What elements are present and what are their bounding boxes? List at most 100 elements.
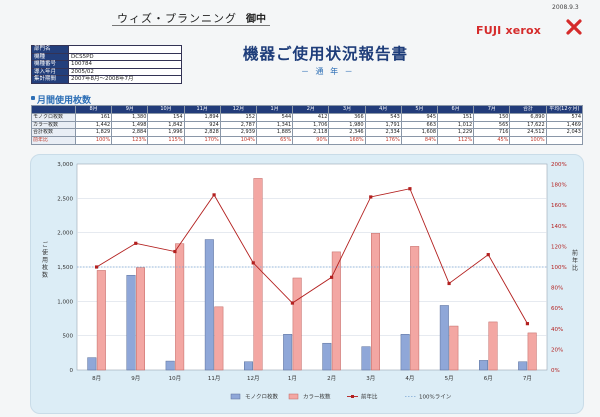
row-label: カラー枚数 xyxy=(31,120,76,130)
info-label: 集計期間 xyxy=(31,75,69,84)
report-subtitle: － 通 年 － xyxy=(301,67,355,76)
table-cell: 1,229 xyxy=(437,128,475,138)
table-cell: 1,380 xyxy=(111,112,149,122)
table-cell: 2,939 xyxy=(219,128,258,138)
table-cell: 544 xyxy=(256,112,294,122)
table-cell: 574 xyxy=(545,112,584,122)
table-header-cell: 9月 xyxy=(111,105,149,114)
bar-mono xyxy=(400,334,410,371)
bar-mono xyxy=(244,361,253,371)
brand-logo-text: FUJI xerox xyxy=(476,24,542,37)
table-cell: 24,512 xyxy=(509,128,547,138)
usage-chart: 0 500 1,000 1,500 2,000 2,500 3,000 0% 20% 40% 60%… xyxy=(42,162,578,401)
table-cell: 154 xyxy=(147,112,185,122)
customer-underline xyxy=(112,25,270,26)
bar-mono xyxy=(322,342,332,371)
report-title: 機器ご使用状況報告書 xyxy=(243,45,409,63)
y2-tick-label: 160% xyxy=(551,203,567,209)
table-cell: 90% xyxy=(292,136,330,145)
customer-honorific: 御中 xyxy=(246,14,266,25)
table-header-row: 8月 9月 10月 11月 12月 1月 2月 3月 4月 5月 6月 7月 合計 平均(12ヶ月) xyxy=(31,105,584,114)
machine-info-table: 部門名 機種 DCS5PD 機種番号 100784 導入年月 2005/02 集計期間… xyxy=(31,45,182,84)
yoy-point xyxy=(447,281,451,286)
table-cell: 2,043 xyxy=(545,128,584,138)
bar-color xyxy=(410,246,420,371)
table-cell: 1,469 xyxy=(545,120,584,130)
y-tick-label: 0 xyxy=(70,368,74,374)
table-cell: 1,996 xyxy=(147,128,185,138)
table-header-cell: 1月 xyxy=(256,105,294,114)
legend-label: 100%ライン xyxy=(419,394,452,401)
info-value: 2005/02 xyxy=(68,67,182,76)
table-cell: 716 xyxy=(473,128,511,138)
row-label: モノクロ枚数 xyxy=(31,112,76,122)
table-cell: 84% xyxy=(400,136,439,145)
table-cell xyxy=(545,136,584,145)
table-cell: 104% xyxy=(219,136,258,145)
table-cell: 1,842 xyxy=(147,120,185,130)
y-tick-label: 2,500 xyxy=(57,196,73,202)
y2-tick-label: 20% xyxy=(551,347,563,353)
table-cell: 152 xyxy=(219,112,258,122)
table-header-cell xyxy=(31,105,76,114)
legend-marker xyxy=(351,395,354,398)
table-cell: 65% xyxy=(256,136,294,145)
bar-color xyxy=(96,270,106,371)
yoy-point xyxy=(134,241,138,245)
bar-mono xyxy=(283,334,293,371)
x-tick-label: 11月 xyxy=(208,375,221,382)
table-cell: 1,706 xyxy=(292,120,330,130)
y-tick-label: 3,000 xyxy=(57,162,73,168)
y2-tick-label: 60% xyxy=(551,306,563,312)
legend-swatch xyxy=(288,393,299,400)
table-cell: 112% xyxy=(437,136,475,145)
table-cell: 2,787 xyxy=(219,120,258,130)
table-cell: 115% xyxy=(147,136,185,145)
table-cell: 565 xyxy=(473,120,511,130)
info-row: 導入年月 2005/02 xyxy=(31,67,182,76)
bar-mono xyxy=(126,274,136,371)
x-tick-label: 6月 xyxy=(484,375,493,382)
table-cell: 168% xyxy=(328,136,366,145)
x-tick-label: 2月 xyxy=(327,375,336,382)
y2-tick-label: 140% xyxy=(551,224,567,230)
table-cell: 945 xyxy=(400,112,439,122)
yoy-point xyxy=(173,249,177,254)
x-tick-label: 4月 xyxy=(405,375,414,382)
legend-label: カラー枚数 xyxy=(303,393,331,401)
y2-tick-label: 120% xyxy=(551,244,567,250)
yoy-point xyxy=(525,322,530,326)
table-header-cell: 7月 xyxy=(473,105,511,114)
y-axis-title: 枚 xyxy=(42,264,48,272)
info-value: 2007年8月～2008年7月 xyxy=(68,75,182,84)
yoy-point xyxy=(290,301,295,305)
info-label: 導入年月 xyxy=(31,67,69,76)
table-cell: 151 xyxy=(437,112,475,122)
table-header-cell: 10月 xyxy=(147,105,185,114)
bar-color xyxy=(488,321,498,371)
info-value: 100784 xyxy=(68,60,182,69)
bar-color xyxy=(136,267,145,371)
x-tick-label: 10月 xyxy=(169,375,182,382)
bar-mono xyxy=(87,357,97,371)
y2-axis-title: 年 xyxy=(572,257,578,265)
yoy-point xyxy=(408,187,412,191)
y2-axis-title: 前 xyxy=(572,249,578,257)
table-cell: 100% xyxy=(74,136,113,145)
info-row: 部門名 xyxy=(31,45,182,54)
y2-tick-label: 100% xyxy=(551,265,567,271)
table-cell: 543 xyxy=(364,112,402,122)
table-cell: 1,894 xyxy=(183,112,221,122)
info-value: DCS5PD xyxy=(68,52,182,61)
yoy-point xyxy=(329,275,334,279)
row-label: 前年比 xyxy=(31,136,76,145)
info-value xyxy=(68,45,182,54)
table-cell: 924 xyxy=(183,120,221,130)
info-row: 集計期間 2007年8月～2008年7月 xyxy=(31,75,182,84)
bar-mono xyxy=(439,305,449,371)
y-tick-label: 500 xyxy=(63,334,74,340)
y-axis-title: 用 xyxy=(42,257,48,264)
table-row: 合計枚数 1,829 2,884 1,996 2,828 2,939 1,885 2,118 2… xyxy=(31,128,584,138)
legend-label: 前年比 xyxy=(361,393,378,401)
